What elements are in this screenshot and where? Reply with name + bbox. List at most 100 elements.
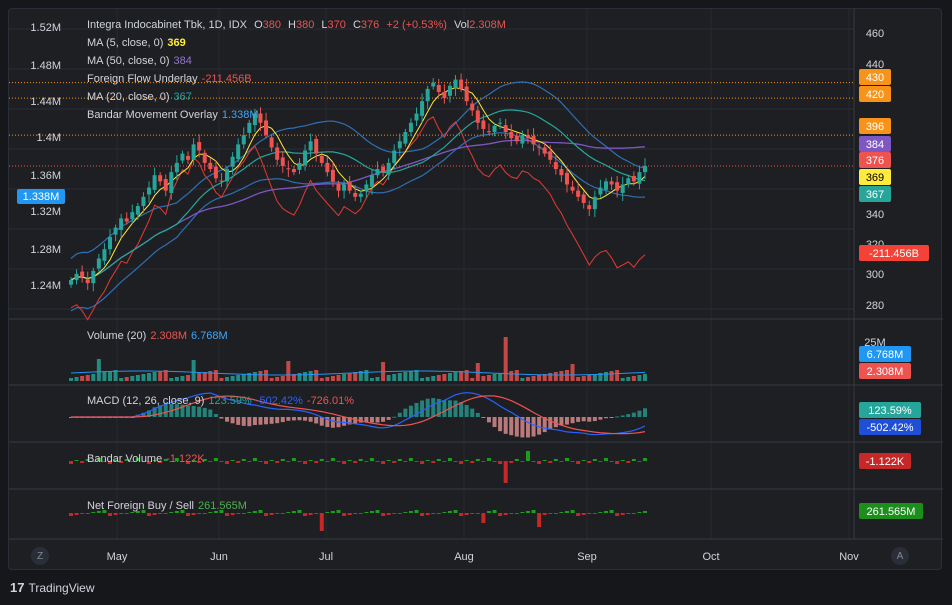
volume-bar (442, 374, 447, 381)
bandar-volume-bar (470, 461, 475, 463)
candle-body (470, 103, 475, 111)
bandar-volume-bar (381, 461, 386, 464)
volume-bar (503, 337, 508, 381)
footer-brand[interactable]: 17 TradingView (10, 580, 95, 595)
legend-ma20[interactable]: MA (20, close, 0) 367 (87, 91, 196, 103)
volume-bar (152, 372, 157, 381)
legend-foreign-flow[interactable]: Foreign Flow Underlay -211.456B (87, 73, 256, 85)
foreign-flow-label: Foreign Flow Underlay (87, 73, 198, 85)
candle-body (609, 181, 614, 185)
bandar-volume-bar (186, 461, 191, 464)
x-axis-label: Oct (702, 551, 719, 563)
bandar-volume-bar (492, 461, 497, 462)
volume-bar (459, 371, 464, 381)
macd-histogram-bar (291, 417, 296, 421)
volume-bar (637, 375, 642, 381)
left-axis-label: 1.28M (30, 244, 61, 256)
bandar-volume-bar (514, 459, 519, 461)
net-foreign-bar (553, 513, 558, 514)
legend-volume[interactable]: Volume (20) 2.308M 6.768M (87, 330, 232, 342)
volume-bar (420, 378, 425, 381)
bandar-volume-bar (397, 459, 402, 461)
net-foreign-bar (319, 513, 324, 531)
volume-bar (258, 371, 263, 381)
net-foreign-bar (397, 513, 402, 514)
bandar-volume-bar (247, 461, 252, 462)
net-foreign-bar (80, 513, 85, 514)
right-badge-bg (859, 169, 891, 185)
macd-histogram-bar (152, 407, 157, 417)
bandar-volume-bar (609, 461, 614, 462)
net-foreign-bar (314, 513, 319, 514)
candle-body (537, 146, 542, 148)
volume-bar (486, 375, 491, 381)
candle-body (225, 169, 230, 182)
macd-histogram-bar (358, 417, 363, 423)
legend-macd[interactable]: MACD (12, 26, close, 9) 123.59% -502.42% -7… (87, 395, 358, 407)
candle-body (486, 131, 491, 133)
candle-body (436, 84, 441, 92)
macd-histogram-bar (225, 417, 230, 422)
net-foreign-bar (264, 513, 269, 516)
zoom-button[interactable]: Z (31, 547, 49, 565)
right-axis-label: 340 (866, 209, 884, 221)
bandar-volume-bar (598, 461, 603, 462)
bandar-volume-bar (347, 460, 352, 461)
net-foreign-bar (475, 513, 480, 514)
legend-ma5[interactable]: MA (5, close, 0) 369 (87, 37, 190, 49)
net-foreign-bar (169, 512, 174, 513)
chart-canvas[interactable]: 1.52M 1.48M 1.44M 1.4M 1.36M 1.32M 1.28M 1.24M 1… (9, 9, 943, 571)
net-foreign-bar (414, 510, 419, 513)
volume-bar (191, 360, 196, 381)
volume-bar (213, 370, 218, 381)
macd-histogram-bar (548, 417, 553, 430)
macd-histogram-bar (219, 417, 224, 419)
net-foreign-value: 261.565M (198, 500, 247, 512)
bandar-volume-bar (626, 461, 631, 463)
bandar-volume-bar (548, 461, 553, 463)
volume-bar (291, 374, 296, 381)
net-foreign-bar (603, 511, 608, 513)
legend-net-foreign[interactable]: Net Foreign Buy / Sell 261.565M (87, 500, 251, 512)
net-foreign-bar (197, 513, 202, 514)
candle-body (314, 138, 319, 154)
bandar-badge-text: -1.122K (866, 456, 905, 468)
net-foreign-bar (236, 513, 241, 514)
volume-bar (408, 371, 413, 381)
auto-scale-button[interactable]: A (891, 547, 909, 565)
bandar-volume-bar (631, 459, 636, 461)
volume-bar (403, 372, 408, 381)
right-axis-label: 280 (866, 300, 884, 312)
candle-body (397, 141, 402, 149)
net-foreign-bar (631, 513, 636, 514)
open-label: O (254, 19, 263, 31)
macd-histogram-bar (386, 417, 391, 420)
foreign-badge-bg (859, 503, 923, 519)
net-foreign-bar (208, 512, 213, 513)
net-foreign-bar (163, 513, 168, 514)
volume-bar (80, 376, 85, 381)
candle-body (336, 183, 341, 191)
candle-body (330, 169, 335, 182)
candle-body (498, 122, 503, 124)
macd-histogram-bar (453, 400, 458, 417)
volume-bar (135, 375, 140, 381)
candle-body (264, 120, 269, 136)
legend-bandar[interactable]: Bandar Movement Overlay 1.338M (87, 109, 263, 121)
volume-bar (520, 378, 525, 381)
legend-ma50[interactable]: MA (50, close, 0) 384 (87, 55, 196, 67)
macd-histogram-bar (208, 409, 213, 417)
bandar-volume-bar (158, 461, 163, 463)
ma50-value: 384 (173, 55, 192, 67)
net-foreign-bar (531, 510, 536, 513)
legend-bandar-volume[interactable]: Bandar Volume -1.122K (87, 453, 209, 465)
candle-body (481, 120, 486, 129)
bandar-volume-bar (576, 461, 581, 464)
macd-histogram-bar (230, 417, 235, 424)
macd-histogram-bar (141, 412, 146, 417)
net-foreign-bar (96, 511, 101, 513)
macd-histogram-bar (459, 402, 464, 417)
bandar-volume-bar (442, 461, 447, 462)
candle-body (219, 180, 224, 182)
candle-body (247, 122, 252, 133)
